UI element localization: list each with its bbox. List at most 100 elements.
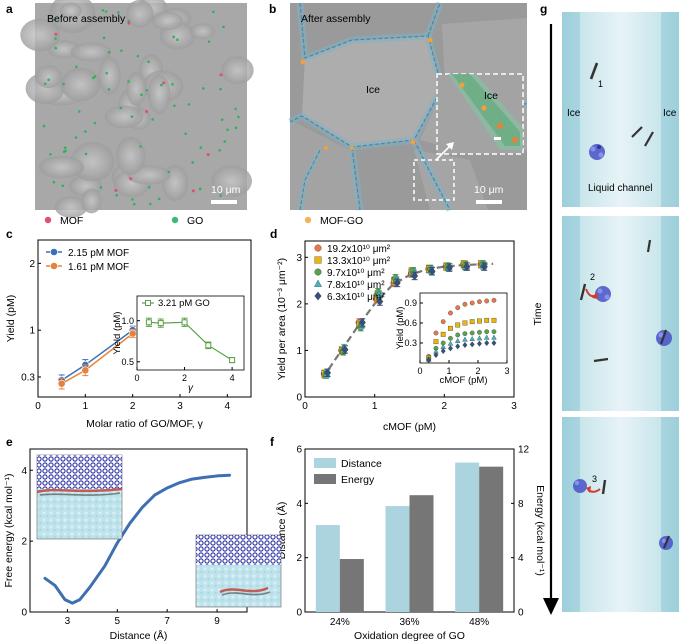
mof-particle: [145, 109, 149, 113]
go-particle: [226, 128, 229, 132]
d-inset-data-point: [469, 330, 475, 336]
c-inset-x-label: γ: [188, 383, 194, 394]
d-inset-y-tick-label: 0.6: [404, 318, 417, 328]
d-legend-marker: [314, 279, 322, 287]
frame2-step-label: 2: [590, 272, 595, 282]
d-inset-data-point: [440, 331, 446, 337]
d-inset-data-point: [484, 298, 490, 304]
d-inset-data-point: [454, 337, 461, 343]
legend-marker-mof-go: [304, 216, 312, 224]
c-x-tick-label: 1: [83, 401, 89, 412]
c-x-tick-label: 0: [35, 401, 41, 412]
go-particle: [234, 107, 237, 111]
d-inset-data-point: [462, 336, 468, 342]
f-right-y-tick-label: 0: [518, 608, 524, 619]
f-bar-energy: [339, 559, 364, 612]
d-legend-label: 19.2x10¹⁰ μm²: [327, 244, 391, 255]
panel-g: g Time Ice Ice Liquid channel 1: [532, 2, 679, 615]
d-inset-data-point: [426, 357, 432, 364]
f-bar-distance: [455, 462, 480, 612]
d-inset-y-tick-label: 0.9: [404, 298, 417, 308]
e-x-tick-label: 7: [164, 616, 170, 627]
micrograph-before-assembly: [20, 0, 254, 218]
panel-letter-g: g: [540, 2, 547, 16]
go-particle: [130, 115, 134, 118]
simulation-frame-3: 3: [562, 417, 679, 612]
d-inset-data-point: [477, 329, 482, 335]
d-inset-x-label: cMOF (pM): [439, 375, 487, 386]
go-particle: [184, 132, 187, 136]
d-x-tick-label: 3: [511, 401, 517, 412]
panel-letter-c: c: [6, 227, 13, 241]
c-inset-data-point: [145, 319, 152, 326]
e-x-tick-label: 9: [214, 616, 220, 627]
go-particle: [132, 202, 136, 206]
legend-label-mof-go: MOF-GO: [320, 215, 363, 227]
surface-blob: [151, 11, 183, 31]
go-particle: [77, 110, 81, 113]
f-x-axis-label: Oxidation degree of GO: [354, 630, 465, 641]
inset-ice-label: Ice: [484, 90, 498, 102]
panel-letter-f: f: [270, 435, 275, 449]
d-data-point: [358, 318, 366, 327]
panel-e: e 3 5 7 9 0 2 4 Distance (Å) Free energy (kcal mo…: [3, 435, 248, 641]
go-particle: [64, 149, 67, 153]
go-particle: [140, 93, 143, 97]
e-x-tick-label: 3: [65, 616, 71, 627]
f-legend-swatch: [314, 474, 336, 484]
f-left-y-tick-label: 6: [296, 445, 302, 456]
panel-c: c 0 1 2 3 4 0.3 1 2 Molar ratio of GO/MOF, γ Yield…: [5, 227, 252, 430]
d-x-tick-label: 2: [442, 401, 448, 412]
go-particle: [147, 60, 150, 64]
e-free-energy-curve: [43, 473, 232, 605]
c-axes-frame: [37, 239, 252, 398]
e-x-tick-label: 5: [115, 616, 121, 627]
go-particle: [136, 54, 140, 58]
go-particle: [74, 136, 78, 139]
time-arrow-head: [543, 598, 559, 615]
panel-a: a Before assembly 10 μm MOF GO: [6, 0, 254, 227]
d-inset-data-point: [448, 310, 453, 316]
legend-marker-go: [171, 216, 179, 224]
d-inset-data-point: [455, 332, 461, 338]
go-sheet: [579, 283, 587, 301]
f-right-y-axis-label: Energy (kcal mol⁻¹): [534, 485, 546, 576]
go-particle: [63, 146, 67, 150]
d-data-point: [341, 345, 349, 354]
d-inset-data-point: [448, 325, 453, 331]
c-inset-data-point: [157, 320, 164, 327]
go-sheet: [601, 479, 607, 495]
mof-particle: [219, 73, 223, 77]
d-data-point: [374, 290, 383, 298]
go-particle: [93, 121, 97, 125]
c-inset-data-point: [229, 357, 236, 364]
go-particle: [119, 106, 123, 110]
mof-particle: [191, 189, 195, 193]
c-x-tick-label: 3: [177, 401, 183, 412]
d-legend-marker: [314, 244, 322, 252]
go-particle: [172, 35, 176, 39]
legend-label-go: GO: [187, 215, 203, 227]
d-data-point: [463, 262, 471, 272]
scale-bar-a: [211, 200, 237, 204]
go-particle: [75, 65, 78, 69]
d-inset-data-point: [447, 345, 453, 352]
go-particle: [54, 46, 58, 50]
c-inset-x-tick-label: 0: [134, 373, 139, 383]
go-particle: [84, 152, 88, 156]
f-category-label: 24%: [330, 617, 350, 628]
d-inset-data-point: [469, 300, 475, 306]
d-inset-y-tick-label: 0.3: [404, 338, 417, 348]
c-y-tick-label: 1: [29, 326, 35, 337]
d-data-point: [480, 262, 488, 272]
go-particle: [145, 89, 149, 92]
go-sheet: [589, 62, 599, 80]
f-bar-distance: [315, 525, 340, 612]
d-inset-data-point: [455, 343, 461, 350]
go-particle: [139, 145, 142, 148]
surface-blob: [190, 23, 215, 40]
go-particle: [219, 87, 222, 91]
d-inset-data-point: [484, 329, 490, 335]
d-inset-x-tick-label: 3: [504, 366, 509, 376]
